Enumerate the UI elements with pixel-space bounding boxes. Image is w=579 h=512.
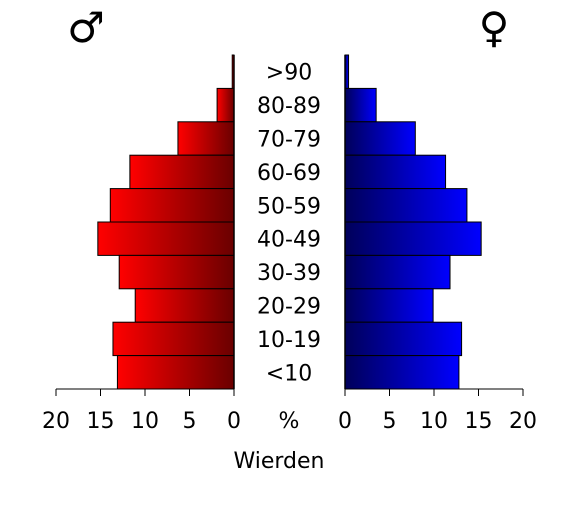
age-group-label: 40-49 [257, 228, 321, 253]
age-group-label: 80-89 [257, 94, 321, 119]
age-group-label: <10 [266, 361, 312, 386]
age-group-labels: >90 80-89 70-79 60-69 50-59 40-49 30-39 20-29 10… [257, 61, 321, 387]
female-tick-label: 15 [465, 409, 493, 434]
female-bars [344, 54, 482, 390]
male-bar [97, 221, 235, 256]
female-bar [344, 154, 447, 190]
female-tick-label: 10 [420, 409, 448, 434]
female-tick-label: 5 [383, 409, 397, 434]
male-tick-label: 0 [227, 409, 241, 434]
female-x-axis: 0 5 10 15 20 [338, 388, 537, 434]
male-bar [134, 288, 235, 323]
male-bar [109, 188, 235, 223]
male-bar [112, 321, 235, 357]
age-group-label: 30-39 [257, 261, 321, 286]
female-bar [344, 355, 460, 390]
male-bar [129, 154, 235, 190]
female-tick-label: 0 [338, 409, 352, 434]
female-symbol: ♀ [479, 3, 510, 52]
male-tick-label: 20 [42, 409, 70, 434]
unit-label: % [279, 409, 300, 434]
male-tick-label: 15 [87, 409, 115, 434]
age-group-label: 60-69 [257, 161, 321, 186]
female-bar [344, 254, 451, 290]
x-axis-title: Wierden [233, 449, 324, 474]
age-group-label: >90 [266, 61, 312, 86]
female-bar [344, 87, 377, 123]
male-bar [116, 355, 235, 390]
age-group-label: 70-79 [257, 128, 321, 153]
male-tick-label: 10 [131, 409, 159, 434]
female-bar [344, 321, 463, 357]
male-bar [118, 254, 235, 290]
female-bar [344, 121, 416, 156]
male-bar [177, 121, 235, 156]
male-symbol: ♂ [67, 3, 105, 52]
age-group-label: 50-59 [257, 194, 321, 219]
male-bars [97, 54, 235, 390]
age-group-label: 20-29 [257, 295, 321, 320]
female-bar [344, 188, 468, 223]
age-group-label: 10-19 [257, 328, 321, 353]
female-bar [344, 288, 434, 323]
male-tick-label: 5 [183, 409, 197, 434]
female-bar [344, 221, 482, 256]
male-x-axis: 20 15 10 5 0 [42, 388, 241, 434]
male-bar [216, 87, 235, 123]
female-tick-label: 20 [509, 409, 537, 434]
